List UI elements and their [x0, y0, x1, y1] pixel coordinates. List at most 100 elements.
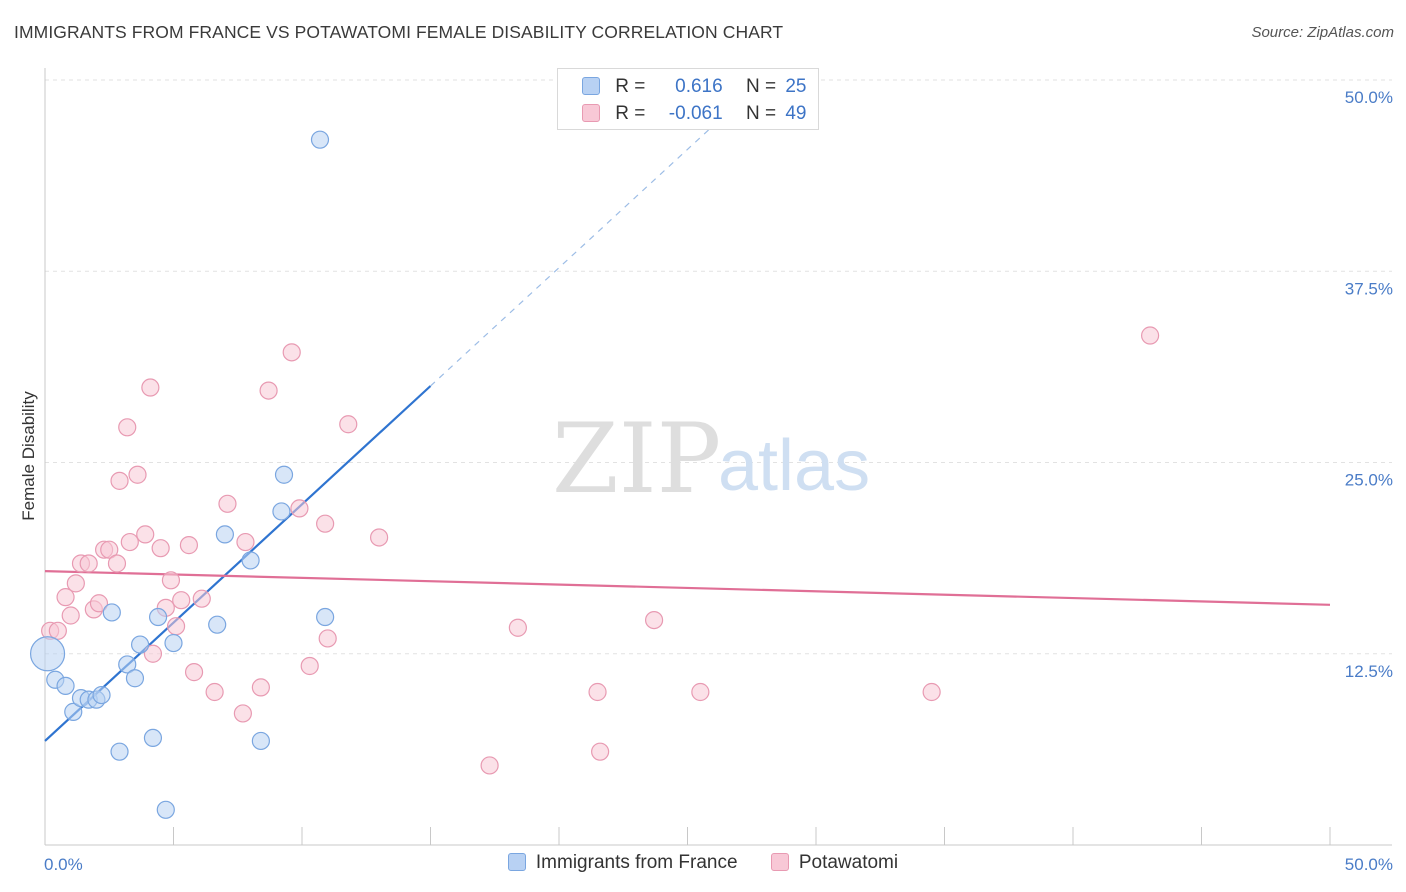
potawatomi-point: [107, 554, 127, 573]
potawatomi-point: [136, 525, 155, 544]
watermark: ZIP atlas: [552, 403, 870, 515]
france-trend-line: [44, 385, 432, 742]
france-point: [156, 800, 175, 819]
x-tick-label: 0.0%: [44, 855, 83, 874]
france-point: [251, 731, 270, 751]
trend-lines: [44, 113, 1331, 742]
y-axis-label: Female Disability: [19, 391, 38, 521]
france-point: [64, 702, 83, 721]
potawatomi-point: [922, 682, 941, 702]
r-label: R =: [615, 103, 646, 124]
stats-row-potawatomi: R = -0.061 N = 49: [582, 103, 806, 129]
potawatomi-point: [318, 629, 337, 648]
legend-item-france[interactable]: Immigrants from France: [507, 852, 738, 874]
legend-item-potawatomi[interactable]: Potawatomi: [770, 852, 898, 874]
potawatomi-point: [192, 589, 211, 608]
data-points: [29, 130, 1160, 819]
potawatomi-point: [370, 528, 389, 547]
potawatomi-point: [143, 644, 163, 663]
france-point: [56, 676, 75, 695]
n-label: N =: [745, 76, 777, 97]
potawatomi-point: [251, 678, 270, 697]
potawatomi-point: [300, 656, 319, 676]
potawatomi-point: [1140, 326, 1160, 345]
potawatomi-point: [128, 465, 147, 484]
potawatomi-point: [591, 742, 610, 761]
r-label: R =: [615, 76, 646, 97]
y-tick-label: 12.5%: [1345, 662, 1393, 681]
france-point: [310, 130, 330, 149]
tick-labels: 12.5% 25.0% 37.5% 50.0% 0.0% 50.0%: [44, 88, 1393, 874]
x-tick-label: 50.0%: [1345, 855, 1393, 874]
france-point: [102, 603, 121, 622]
watermark-zip: ZIP: [552, 403, 721, 515]
potawatomi-point: [172, 591, 191, 610]
potawatomi-point: [282, 343, 301, 362]
france-point: [241, 551, 260, 570]
y-tick-label: 50.0%: [1345, 88, 1393, 107]
chart-title: IMMIGRANTS FROM FRANCE VS POTAWATOMI FEM…: [14, 22, 784, 42]
potawatomi-point: [61, 606, 80, 625]
france-swatch: [507, 853, 526, 871]
potawatomi-point: [218, 494, 237, 513]
y-tick-label: 25.0%: [1345, 471, 1393, 490]
source-credit: Source: ZipAtlas.com: [1251, 24, 1394, 41]
france-point: [215, 525, 234, 544]
potawatomi-point: [118, 418, 137, 437]
france-point: [92, 685, 111, 705]
potawatomi-point: [141, 378, 160, 397]
potawatomi-point: [644, 610, 664, 630]
potawatomi-point: [179, 536, 199, 555]
france-point: [272, 502, 291, 521]
potawatomi-point: [316, 514, 335, 533]
potawatomi-point: [120, 532, 139, 552]
potawatomi-point: [339, 415, 358, 434]
potawatomi-point: [48, 621, 67, 640]
potawatomi-point: [508, 618, 527, 637]
potawatomi-point: [79, 554, 98, 573]
france-point: [148, 607, 168, 627]
r-value: 0.616: [675, 76, 723, 97]
n-value: 49: [785, 103, 807, 124]
france-point: [130, 635, 150, 654]
potawatomi-point: [480, 756, 499, 775]
watermark-atlas: atlas: [718, 426, 870, 506]
y-tick-label: 37.5%: [1345, 279, 1393, 298]
potawatomi-point: [110, 471, 129, 490]
grid-lines: [45, 79, 1392, 655]
potawatomi-point: [259, 381, 278, 400]
potawatomi-point: [290, 499, 309, 518]
france-trend-extension: [430, 113, 727, 387]
france-point: [125, 669, 145, 688]
legend-label: Immigrants from France: [535, 852, 738, 873]
potawatomi-point: [166, 617, 186, 636]
potawatomi-point: [236, 532, 255, 552]
stats-legend: R = 0.616 N = 25 R = -0.061 N = 49: [557, 68, 819, 130]
france-swatch: [582, 77, 600, 95]
potawatomi-swatch: [582, 104, 600, 122]
france-point: [164, 633, 183, 653]
r-value: -0.061: [668, 103, 723, 124]
potawatomi-point: [588, 682, 607, 702]
potawatomi-point: [151, 539, 170, 558]
france-point: [316, 607, 335, 627]
potawatomi-trend-line: [44, 570, 1331, 606]
stats-row-france: R = 0.616 N = 25: [582, 76, 806, 102]
france-point: [274, 465, 294, 484]
potawatomi-point: [161, 571, 181, 590]
france-point: [118, 655, 137, 674]
potawatomi-swatch: [770, 853, 789, 871]
potawatomi-point: [100, 540, 119, 559]
series-legend: Immigrants from France Potawatomi: [0, 852, 1406, 874]
potawatomi-point: [184, 663, 204, 682]
potawatomi-point: [56, 588, 75, 607]
france-point: [110, 742, 129, 761]
potawatomi-point: [691, 682, 710, 702]
potawatomi-point: [89, 594, 109, 613]
potawatomi-point: [66, 574, 85, 593]
potawatomi-point: [233, 704, 252, 723]
france-point: [208, 615, 227, 634]
n-label: N =: [745, 103, 777, 124]
potawatomi-point: [205, 682, 224, 702]
